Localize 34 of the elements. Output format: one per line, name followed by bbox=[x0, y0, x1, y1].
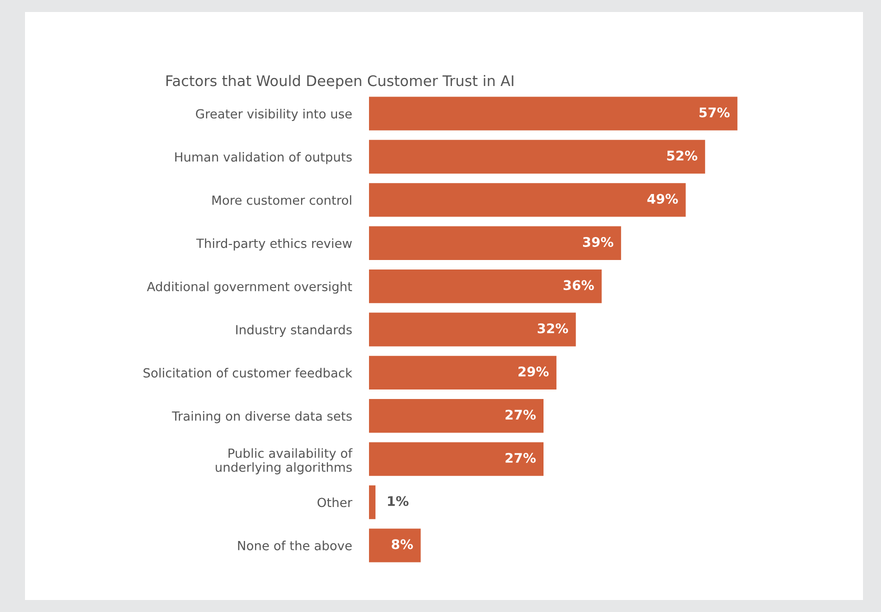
bar bbox=[369, 399, 544, 433]
bar bbox=[369, 485, 376, 520]
data-label: 57% bbox=[699, 107, 730, 118]
y-tick-label: Public availability of underlying algorithms bbox=[216, 448, 353, 474]
y-tick-label: Other bbox=[318, 497, 352, 508]
bar bbox=[369, 312, 576, 346]
bar bbox=[369, 96, 738, 130]
bar bbox=[369, 226, 622, 260]
y-tick-label: Human validation of outputs bbox=[175, 152, 352, 164]
data-label: 1% bbox=[388, 496, 408, 506]
bar bbox=[369, 442, 544, 476]
bar bbox=[369, 269, 602, 304]
bar bbox=[369, 528, 421, 562]
data-label: 8% bbox=[392, 539, 413, 550]
y-tick-label: Training on diverse data sets bbox=[172, 411, 352, 424]
y-tick-label: None of the above bbox=[238, 540, 352, 550]
y-tick-label: Industry standards bbox=[236, 324, 352, 337]
bar bbox=[369, 140, 706, 174]
y-tick-label: Greater visibility into use bbox=[196, 108, 352, 121]
y-tick-label: Third-party ethics review bbox=[196, 238, 352, 250]
data-label: 27% bbox=[506, 410, 536, 420]
y-tick-label: More customer control bbox=[212, 195, 352, 205]
chart-title: Factors that Would Deepen Customer Trust in AI bbox=[166, 74, 514, 90]
bar bbox=[369, 183, 686, 217]
data-label: 32% bbox=[538, 323, 568, 334]
data-label: 36% bbox=[564, 280, 594, 290]
data-label: 52% bbox=[667, 150, 698, 161]
data-label: 49% bbox=[647, 194, 678, 204]
y-tick-label: Additional government oversight bbox=[146, 282, 352, 294]
y-tick-label: Solicitation of customer feedback bbox=[144, 368, 352, 378]
bar bbox=[369, 356, 556, 390]
data-label: 27% bbox=[506, 452, 536, 463]
data-label: 39% bbox=[583, 236, 614, 247]
data-label: 29% bbox=[518, 366, 549, 377]
